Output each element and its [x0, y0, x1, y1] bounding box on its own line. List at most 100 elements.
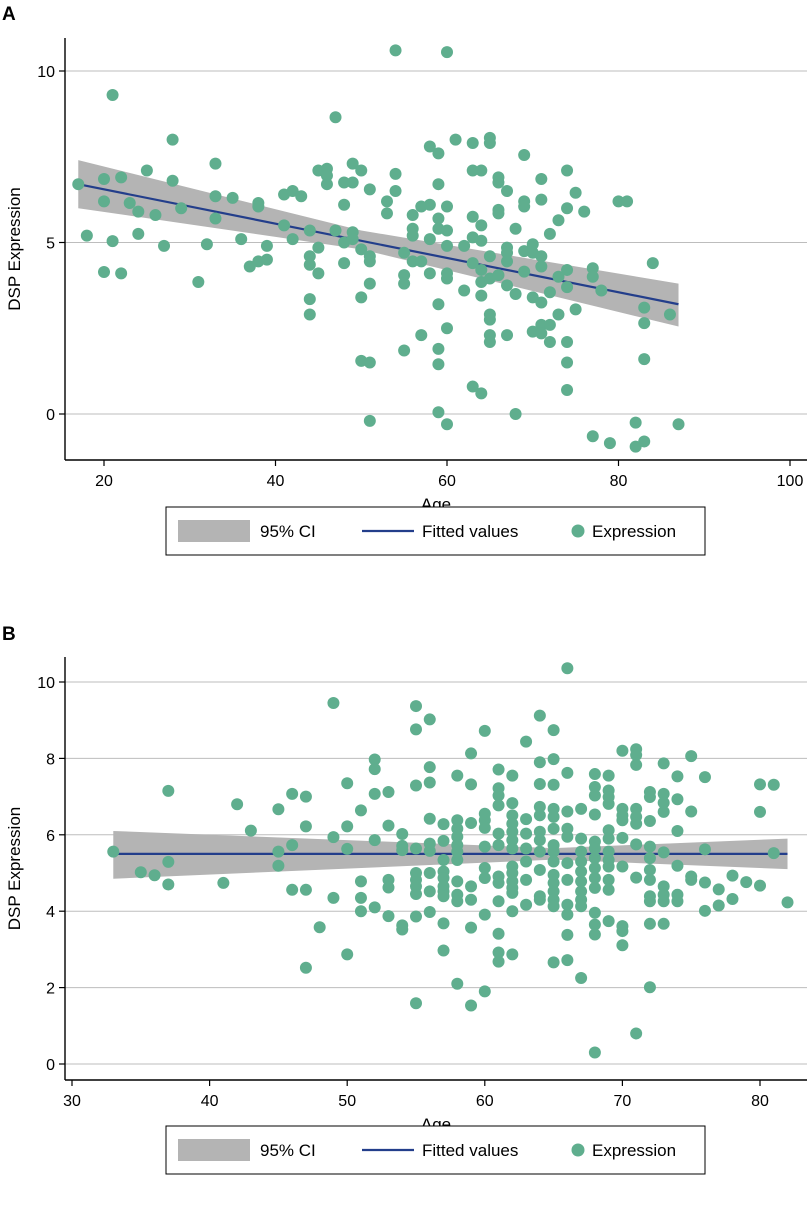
data-point [506, 825, 519, 838]
data-point [286, 233, 299, 246]
data-point [533, 709, 546, 722]
data-point [569, 303, 582, 316]
data-point [192, 275, 205, 288]
data-point [520, 827, 533, 840]
data-point [303, 250, 316, 263]
y-tick-label: 10 [37, 675, 55, 692]
data-point [671, 824, 684, 837]
data-point [437, 834, 450, 847]
x-tick-label: 100 [777, 473, 804, 490]
legend-ci-label: 95% CI [260, 1141, 316, 1160]
data-point [389, 44, 402, 57]
data-point [363, 255, 376, 268]
data-point [671, 859, 684, 872]
data-point [441, 224, 453, 237]
data-point [671, 895, 684, 908]
data-point [533, 845, 546, 858]
data-point [643, 790, 656, 803]
data-point [475, 164, 488, 177]
data-point [533, 777, 546, 790]
data-point [535, 173, 548, 186]
data-point [382, 819, 395, 832]
data-point [501, 185, 514, 198]
data-point [602, 824, 615, 837]
data-point [547, 778, 560, 791]
data-point [115, 267, 128, 280]
data-point [588, 862, 601, 875]
data-point [406, 209, 419, 222]
data-point [535, 250, 548, 263]
data-point [329, 224, 342, 237]
data-point [286, 787, 299, 800]
legend-ci-swatch [178, 520, 250, 542]
data-point [547, 810, 560, 823]
data-point [299, 883, 312, 896]
data-point [209, 157, 222, 170]
data-point [638, 435, 651, 448]
data-point [629, 416, 642, 429]
data-point [643, 840, 656, 853]
data-point [561, 164, 574, 177]
data-point [475, 234, 488, 247]
data-point [149, 209, 162, 222]
data-point [616, 744, 629, 757]
data-point [492, 946, 505, 959]
data-point [437, 871, 450, 884]
data-point [506, 886, 519, 899]
data-point [740, 876, 753, 889]
data-point [657, 846, 670, 859]
data-point [106, 89, 119, 102]
data-point [465, 816, 478, 829]
data-point [575, 832, 588, 845]
legend-point-swatch [571, 524, 585, 538]
data-point [492, 176, 505, 189]
x-tick-label: 60 [476, 1093, 494, 1110]
data-point [432, 212, 445, 225]
data-point [355, 164, 368, 177]
data-point [423, 233, 436, 246]
data-point [363, 414, 376, 427]
data-point [602, 883, 615, 896]
data-point [303, 293, 316, 306]
data-point [685, 873, 698, 886]
data-point [313, 921, 326, 934]
data-point [346, 233, 359, 246]
data-point [586, 270, 599, 283]
data-point [588, 918, 601, 931]
data-point [451, 845, 464, 858]
data-point [475, 263, 488, 276]
data-point [134, 866, 147, 879]
data-point [483, 313, 496, 326]
data-point [533, 800, 546, 813]
data-point [588, 906, 601, 919]
data-point [432, 298, 445, 311]
data-point [663, 308, 676, 321]
data-point [368, 834, 381, 847]
data-point [423, 713, 436, 726]
y-tick-label: 2 [46, 981, 55, 998]
data-point [630, 748, 643, 761]
data-point [123, 197, 136, 210]
data-point [506, 769, 519, 782]
data-point [643, 917, 656, 930]
data-point [286, 839, 299, 852]
data-point [520, 898, 533, 911]
data-point [107, 845, 120, 858]
data-point [575, 972, 588, 985]
data-point [423, 761, 436, 774]
data-point [602, 832, 615, 845]
data-point [466, 137, 479, 150]
data-point [162, 855, 175, 868]
data-point [483, 250, 496, 263]
data-point [451, 769, 464, 782]
data-point [166, 174, 179, 187]
data-point [98, 265, 110, 278]
data-point [410, 779, 422, 792]
data-point [621, 195, 634, 208]
data-point [561, 908, 574, 921]
data-point [616, 925, 629, 938]
data-point [657, 917, 670, 930]
data-point [561, 857, 574, 870]
data-point [630, 817, 643, 830]
y-axis-label: DSP Expression [5, 807, 24, 930]
